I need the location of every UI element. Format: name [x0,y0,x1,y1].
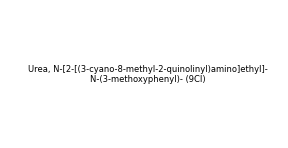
Text: Urea, N-[2-[(3-cyano-8-methyl-2-quinolinyl)amino]ethyl]-
N-(3-methoxyphenyl)- (9: Urea, N-[2-[(3-cyano-8-methyl-2-quinolin… [28,65,268,85]
